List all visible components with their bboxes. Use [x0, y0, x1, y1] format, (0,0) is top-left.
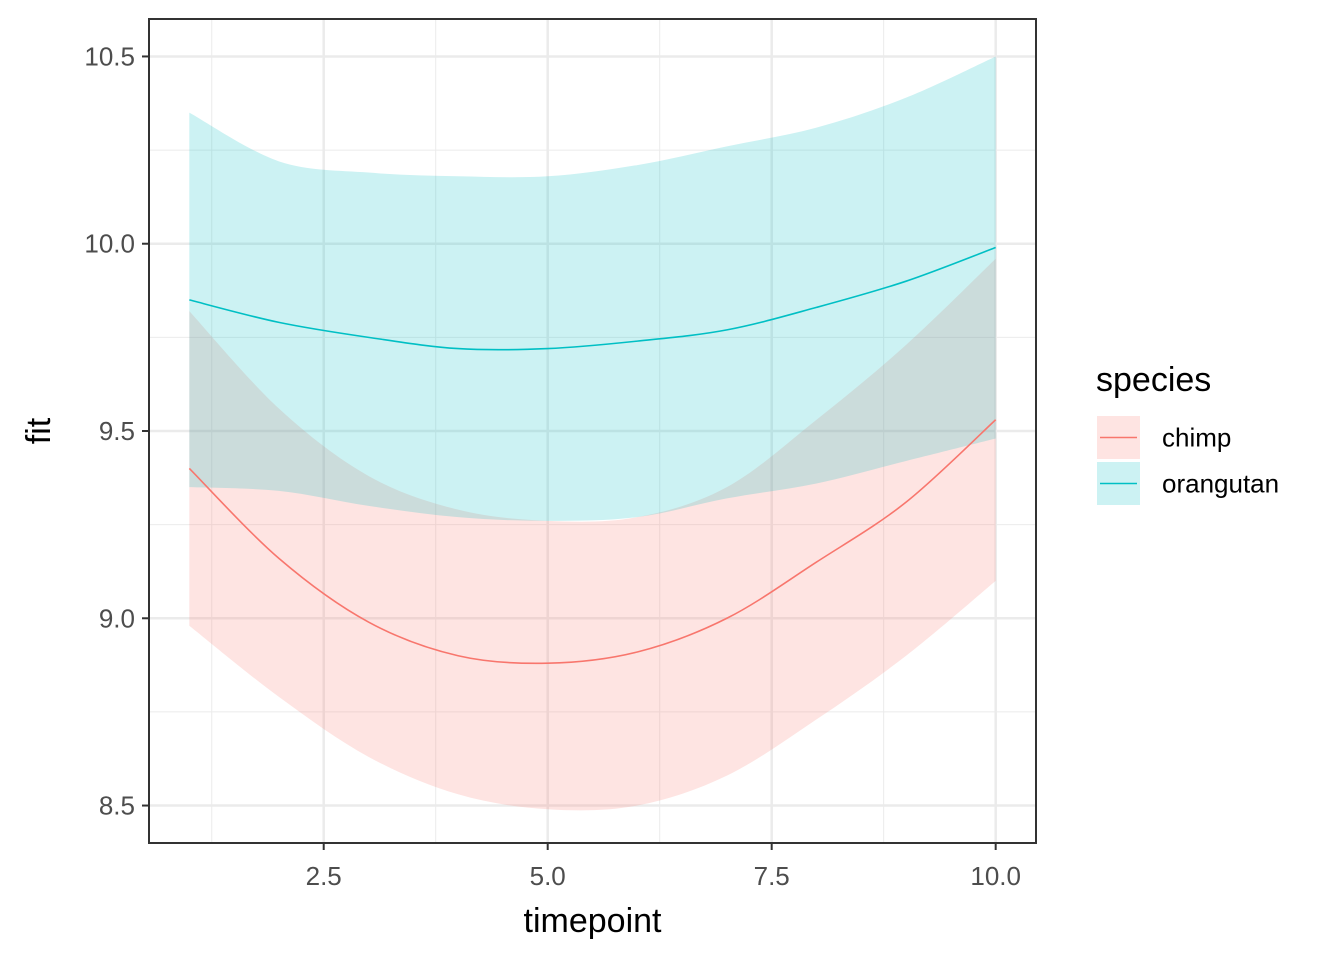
x-axis-ticks: 2.5 5.0 7.5 10.0: [306, 843, 1021, 891]
major-gridlines: [149, 19, 1036, 843]
y-tick-label: 8.5: [99, 791, 135, 821]
x-tick-label: 7.5: [754, 861, 790, 891]
x-tick-label: 5.0: [530, 861, 566, 891]
line-orangutan: [189, 246, 996, 351]
legend-title: species: [1096, 361, 1211, 399]
y-tick-label: 10.5: [84, 41, 135, 71]
legend-label-chimp: chimp: [1162, 423, 1231, 453]
y-tick-label: 9.5: [99, 416, 135, 446]
line-chimp: [188, 419, 997, 665]
y-tick-label: 10.0: [84, 229, 135, 259]
legend-label-orangutan: orangutan: [1162, 469, 1279, 499]
fit-lines: [188, 246, 997, 665]
y-tick-label: 9.0: [99, 603, 135, 633]
confidence-ribbons: [189, 56, 996, 811]
ribbon-chimp: [189, 258, 996, 811]
x-tick-label: 2.5: [306, 861, 342, 891]
x-axis-title: timepoint: [524, 902, 663, 940]
y-axis-ticks: 8.5 9.0 9.5 10.0 10.5: [84, 41, 149, 821]
y-axis-title: fit: [20, 417, 58, 444]
x-tick-label: 10.0: [970, 861, 1021, 891]
ribbon-orangutan: [189, 56, 996, 521]
legend-items: chimp orangutan: [1097, 416, 1279, 505]
legend: species chimp orangutan: [1096, 361, 1279, 505]
